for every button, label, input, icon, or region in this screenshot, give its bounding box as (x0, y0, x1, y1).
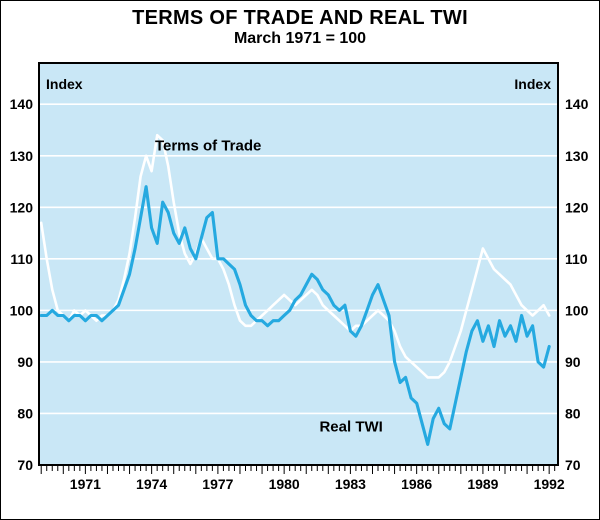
y-axis-label-left-100: 100 (10, 302, 34, 318)
y-axis-label-left-80: 80 (17, 405, 33, 421)
real-twi-line (39, 185, 551, 446)
y-axis-label-left-140: 140 (10, 96, 34, 112)
chart-title: TERMS OF TRADE AND REAL TWI (132, 7, 468, 29)
index-label-right: Index (514, 76, 551, 92)
y-axis-label-right-80: 80 (565, 405, 581, 421)
x-axis-ticks (40, 466, 556, 474)
terms-of-trade-line (39, 133, 551, 379)
y-axis-label-right-100: 100 (565, 302, 589, 318)
index-label-left: Index (46, 76, 83, 92)
x-axis-label-1977: 1977 (202, 476, 233, 492)
x-axis-label-1992: 1992 (534, 476, 565, 492)
plot-area (39, 63, 558, 465)
y-axis-label-left-90: 90 (17, 354, 33, 370)
x-axis-label-1980: 1980 (269, 476, 300, 492)
x-axis-label-1986: 1986 (401, 476, 432, 492)
y-axis-label-right-130: 130 (565, 148, 589, 164)
y-axis-label-right-120: 120 (565, 199, 589, 215)
gridlines (39, 103, 558, 415)
y-axis-label-left-130: 130 (10, 148, 34, 164)
y-axis-label-right-110: 110 (565, 251, 588, 267)
x-axis-label-1971: 1971 (70, 476, 101, 492)
real-twi-label: Real TWI (319, 419, 382, 436)
x-axis-label-1983: 1983 (335, 476, 366, 492)
y-axis-label-right-90: 90 (565, 354, 581, 370)
terms-of-trade-label: Terms of Trade (155, 138, 261, 155)
y-axis-label-right-70: 70 (565, 457, 581, 473)
y-axis-label-left-70: 70 (17, 457, 33, 473)
x-axis-label-1974: 1974 (136, 476, 167, 492)
chart-subtitle: March 1971 = 100 (233, 30, 367, 47)
plot-border (38, 62, 559, 466)
y-axis-label-left-110: 110 (10, 251, 33, 267)
y-axis-label-right-140: 140 (565, 96, 589, 112)
y-axis-label-left-120: 120 (10, 199, 34, 215)
x-axis-label-1989: 1989 (467, 476, 498, 492)
